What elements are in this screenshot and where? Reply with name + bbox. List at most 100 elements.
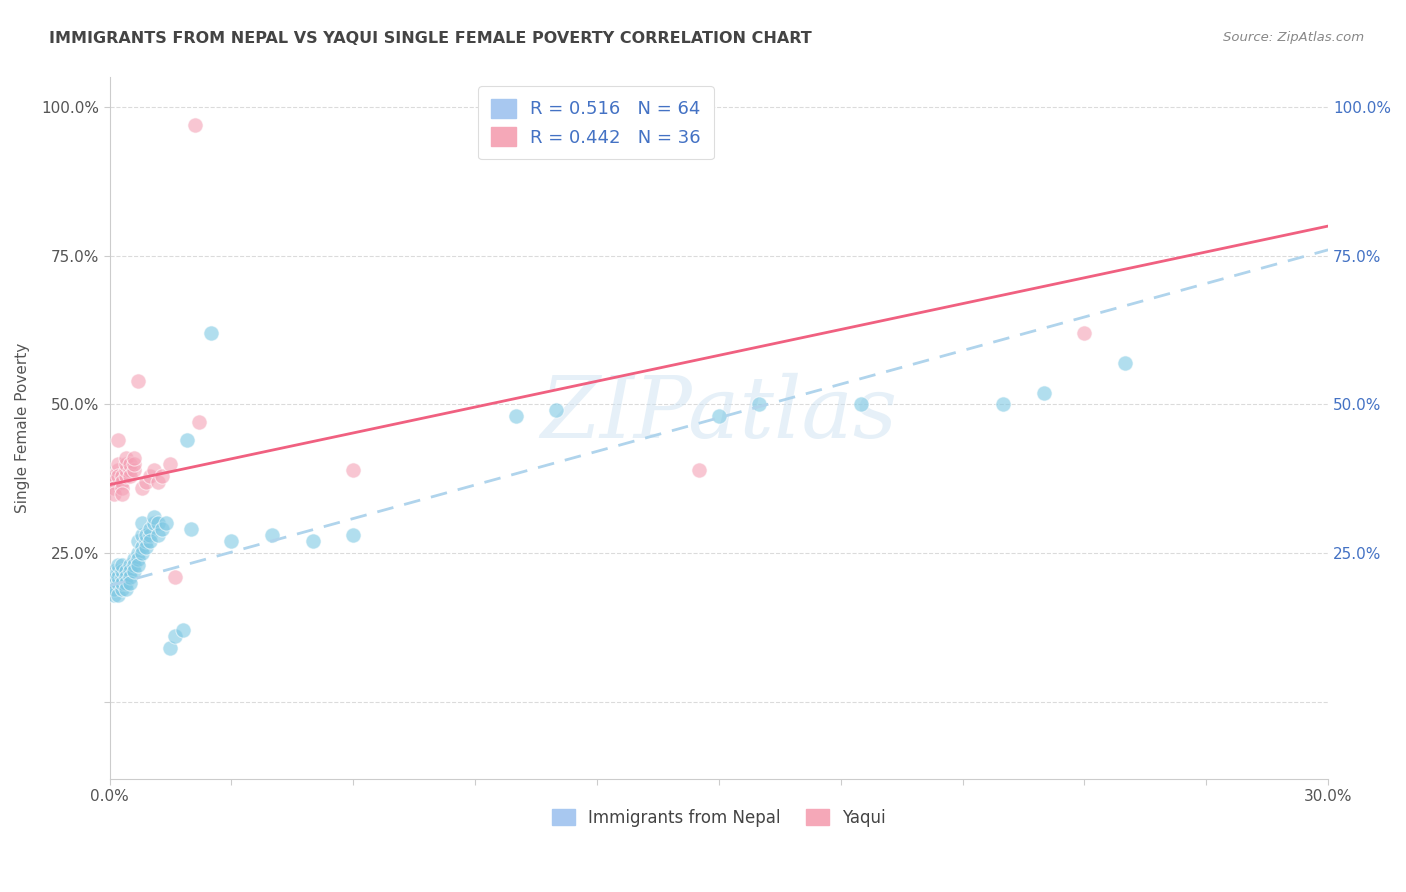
Point: [187, 415, 209, 429]
Point: [111, 575, 134, 590]
Text: Source: ZipAtlas.com: Source: ZipAtlas.com: [1223, 31, 1364, 45]
Point: [103, 570, 125, 584]
Point: [103, 486, 125, 500]
Point: [114, 450, 136, 465]
Point: [122, 457, 145, 471]
Point: [688, 463, 710, 477]
Point: [114, 570, 136, 584]
Point: [342, 463, 364, 477]
Point: [111, 475, 134, 489]
Point: [127, 534, 149, 549]
Point: [118, 558, 141, 572]
Point: [200, 326, 222, 340]
Point: [172, 624, 194, 638]
Point: [114, 457, 136, 471]
Point: [139, 528, 162, 542]
Text: ZIPatlas: ZIPatlas: [540, 373, 897, 456]
Point: [155, 516, 177, 531]
Point: [111, 468, 134, 483]
Point: [107, 564, 129, 578]
Point: [107, 468, 129, 483]
Point: [122, 558, 145, 572]
Point: [143, 463, 166, 477]
Point: [159, 457, 181, 471]
Point: [103, 475, 125, 489]
Point: [135, 540, 157, 554]
Point: [260, 528, 283, 542]
Point: [118, 570, 141, 584]
Point: [131, 546, 153, 560]
Point: [127, 558, 149, 572]
Point: [1073, 326, 1095, 340]
Point: [122, 552, 145, 566]
Point: [111, 481, 134, 495]
Point: [163, 629, 186, 643]
Point: [163, 570, 186, 584]
Point: [107, 433, 129, 447]
Point: [135, 475, 157, 489]
Point: [122, 564, 145, 578]
Point: [150, 468, 173, 483]
Point: [1114, 356, 1136, 370]
Point: [122, 450, 145, 465]
Point: [131, 528, 153, 542]
Y-axis label: Single Female Poverty: Single Female Poverty: [15, 343, 30, 513]
Point: [122, 463, 145, 477]
Point: [107, 558, 129, 572]
Point: [118, 468, 141, 483]
Point: [107, 588, 129, 602]
Point: [111, 582, 134, 596]
Point: [107, 570, 129, 584]
Point: [103, 468, 125, 483]
Point: [505, 409, 527, 424]
Point: [148, 475, 170, 489]
Point: [127, 546, 149, 560]
Point: [127, 552, 149, 566]
Point: [131, 516, 153, 531]
Point: [301, 534, 323, 549]
Point: [135, 528, 157, 542]
Point: [150, 522, 173, 536]
Point: [103, 564, 125, 578]
Point: [103, 481, 125, 495]
Point: [139, 534, 162, 549]
Point: [111, 486, 134, 500]
Point: [180, 522, 202, 536]
Point: [143, 516, 166, 531]
Point: [131, 540, 153, 554]
Point: [107, 575, 129, 590]
Point: [707, 409, 730, 424]
Point: [107, 463, 129, 477]
Point: [184, 118, 207, 132]
Point: [342, 528, 364, 542]
Point: [159, 641, 181, 656]
Text: IMMIGRANTS FROM NEPAL VS YAQUI SINGLE FEMALE POVERTY CORRELATION CHART: IMMIGRANTS FROM NEPAL VS YAQUI SINGLE FE…: [49, 31, 811, 46]
Point: [114, 575, 136, 590]
Point: [103, 588, 125, 602]
Point: [139, 522, 162, 536]
Point: [148, 528, 170, 542]
Point: [114, 564, 136, 578]
Point: [143, 510, 166, 524]
Point: [135, 534, 157, 549]
Point: [118, 457, 141, 471]
Point: [546, 403, 568, 417]
Point: [176, 433, 198, 447]
Point: [127, 374, 149, 388]
Point: [114, 468, 136, 483]
Point: [148, 516, 170, 531]
Legend: Immigrants from Nepal, Yaqui: Immigrants from Nepal, Yaqui: [546, 803, 893, 834]
Point: [114, 582, 136, 596]
Point: [131, 481, 153, 495]
Point: [111, 564, 134, 578]
Point: [991, 397, 1014, 411]
Point: [118, 564, 141, 578]
Point: [111, 558, 134, 572]
Point: [1032, 385, 1054, 400]
Point: [118, 463, 141, 477]
Point: [107, 457, 129, 471]
Point: [139, 468, 162, 483]
Point: [103, 575, 125, 590]
Point: [103, 582, 125, 596]
Point: [118, 575, 141, 590]
